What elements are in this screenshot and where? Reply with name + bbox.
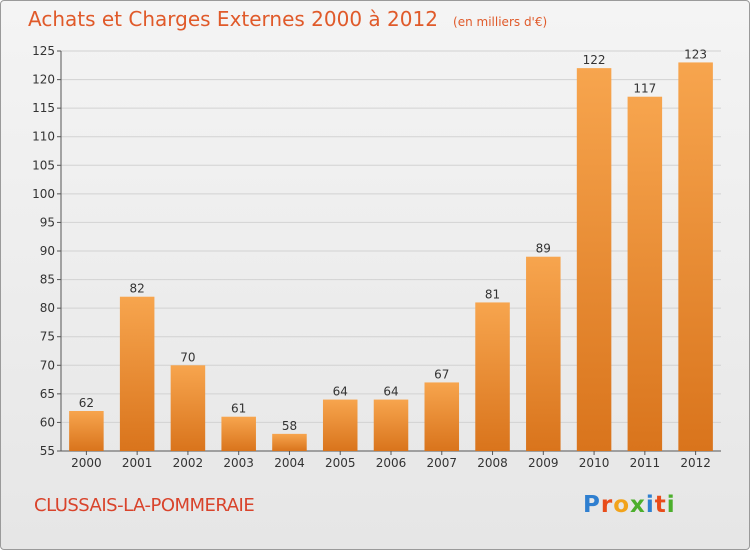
y-tick-label: 85 (40, 273, 55, 287)
y-tick-label: 125 (32, 44, 55, 58)
data-labels: 62 82 70 61 58 64 64 67 81 89 122 117 123 (79, 47, 707, 432)
x-tick-label: 2000 (71, 456, 102, 470)
x-tick-label: 2007 (426, 456, 457, 470)
bar (373, 399, 409, 451)
bar (322, 399, 358, 451)
bar (69, 411, 104, 451)
data-label: 81 (485, 287, 500, 301)
bar (272, 433, 307, 451)
x-tick-label: 2008 (477, 456, 508, 470)
y-tick-label: 70 (40, 358, 55, 372)
chart-title: Achats et Charges Externes 2000 à 2012 (28, 7, 438, 31)
data-label: 123 (684, 47, 707, 61)
data-label: 117 (633, 82, 656, 96)
logo-letter: o (613, 492, 631, 518)
data-label: 61 (231, 402, 246, 416)
data-label: 62 (79, 396, 94, 410)
location-name: CLUSSAIS-LA-POMMERAIE (34, 495, 255, 516)
data-label: 122 (583, 53, 606, 67)
x-tick-label: 2010 (579, 456, 610, 470)
y-tick-label: 105 (32, 158, 55, 172)
logo-letter: i (645, 492, 655, 518)
y-tick-label: 95 (40, 215, 55, 229)
chart-header: Achats et Charges Externes 2000 à 2012 (… (28, 7, 547, 31)
bar (678, 62, 713, 452)
y-tick-labels: 55 60 65 70 75 80 85 90 95 100 105 110 115 120 125 (32, 44, 55, 458)
bar (475, 302, 510, 451)
bar (424, 382, 460, 451)
bar (526, 256, 561, 451)
data-label: 67 (434, 367, 449, 381)
y-tick-label: 60 (40, 415, 55, 429)
y-tick-label: 115 (32, 101, 55, 115)
x-tick-label: 2001 (122, 456, 153, 470)
bar (119, 296, 155, 451)
y-tick-label: 75 (40, 330, 55, 344)
x-tick-label: 2006 (376, 456, 407, 470)
bar (627, 96, 663, 451)
bar (170, 365, 206, 451)
data-label: 89 (536, 242, 551, 256)
logo-letter: t (654, 492, 667, 518)
data-label: 64 (333, 385, 348, 399)
logo-letter: x (630, 492, 646, 518)
proxiti-logo: Proxiti (583, 492, 676, 518)
x-tick-label: 2009 (528, 456, 559, 470)
chart-subtitle: (en milliers d'€) (453, 15, 548, 29)
x-tick-label: 2002 (173, 456, 204, 470)
logo-letter: P (583, 492, 601, 518)
data-label: 82 (130, 282, 145, 296)
y-tick-label: 80 (40, 301, 55, 315)
y-tick-label: 120 (32, 73, 55, 87)
x-tick-labels: 2000 2001 2002 2003 2004 2005 2006 2007 2008 2009… (71, 456, 711, 470)
x-tick-label: 2005 (325, 456, 356, 470)
x-tick-label: 2012 (680, 456, 711, 470)
x-tick-label: 2003 (223, 456, 254, 470)
bar (221, 416, 256, 451)
data-label: 64 (383, 385, 398, 399)
y-tick-label: 55 (40, 444, 55, 458)
y-tick-label: 65 (40, 387, 55, 401)
bars (69, 62, 713, 452)
y-tick-label: 100 (32, 187, 55, 201)
logo-letter: i (666, 492, 676, 518)
logo-letter: r (600, 492, 614, 518)
x-tick-label: 2011 (630, 456, 661, 470)
y-tick-label: 110 (32, 130, 55, 144)
bar (576, 68, 612, 452)
data-label: 58 (282, 419, 297, 433)
data-label: 70 (180, 350, 195, 364)
y-tick-label: 90 (40, 244, 55, 258)
x-tick-label: 2004 (274, 456, 305, 470)
